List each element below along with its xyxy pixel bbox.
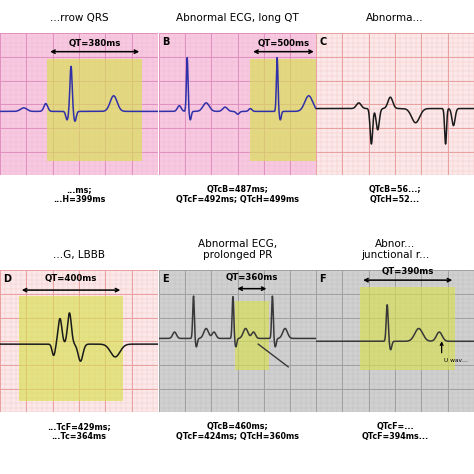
Bar <box>19 296 123 401</box>
Text: ...ms;
...H=399ms: ...ms; ...H=399ms <box>53 185 105 204</box>
Text: QTcB=487ms;
QTcF=492ms; QTcH=499ms: QTcB=487ms; QTcF=492ms; QTcH=499ms <box>176 185 299 204</box>
Text: QT=500ms: QT=500ms <box>257 39 310 47</box>
Bar <box>47 59 142 161</box>
Text: Abnor...
junctional r...: Abnor... junctional r... <box>361 238 429 260</box>
Text: QTcB=460ms;
QTcF=424ms; QTcH=360ms: QTcB=460ms; QTcF=424ms; QTcH=360ms <box>176 422 299 441</box>
Text: B: B <box>162 37 169 47</box>
Bar <box>250 59 317 161</box>
Bar <box>360 287 455 370</box>
Text: Abnormal ECG,
prolonged PR: Abnormal ECG, prolonged PR <box>198 238 277 260</box>
Text: QT=390ms: QT=390ms <box>382 267 434 276</box>
Text: D: D <box>3 274 11 284</box>
Bar <box>235 301 269 370</box>
Text: QT=400ms: QT=400ms <box>45 274 97 283</box>
Text: QT=380ms: QT=380ms <box>69 39 121 47</box>
Text: QT=360ms: QT=360ms <box>226 273 278 282</box>
Text: U wav…: U wav… <box>444 358 468 364</box>
Text: F: F <box>319 274 326 284</box>
Text: C: C <box>319 37 327 47</box>
Text: E: E <box>162 274 169 284</box>
Text: QTcB=56...;
QTcH=52...: QTcB=56...; QTcH=52... <box>369 185 421 204</box>
Text: ...TcF=429ms;
...Tc=364ms: ...TcF=429ms; ...Tc=364ms <box>47 422 111 441</box>
Text: ...rrow QRS: ...rrow QRS <box>50 13 108 23</box>
Text: ...G, LBBB: ...G, LBBB <box>53 250 105 260</box>
Text: Abnormal ECG, long QT: Abnormal ECG, long QT <box>176 13 299 23</box>
Text: QTcF=...
QTcF=394ms...: QTcF=... QTcF=394ms... <box>362 422 428 441</box>
Text: Abnorma...: Abnorma... <box>366 13 424 23</box>
